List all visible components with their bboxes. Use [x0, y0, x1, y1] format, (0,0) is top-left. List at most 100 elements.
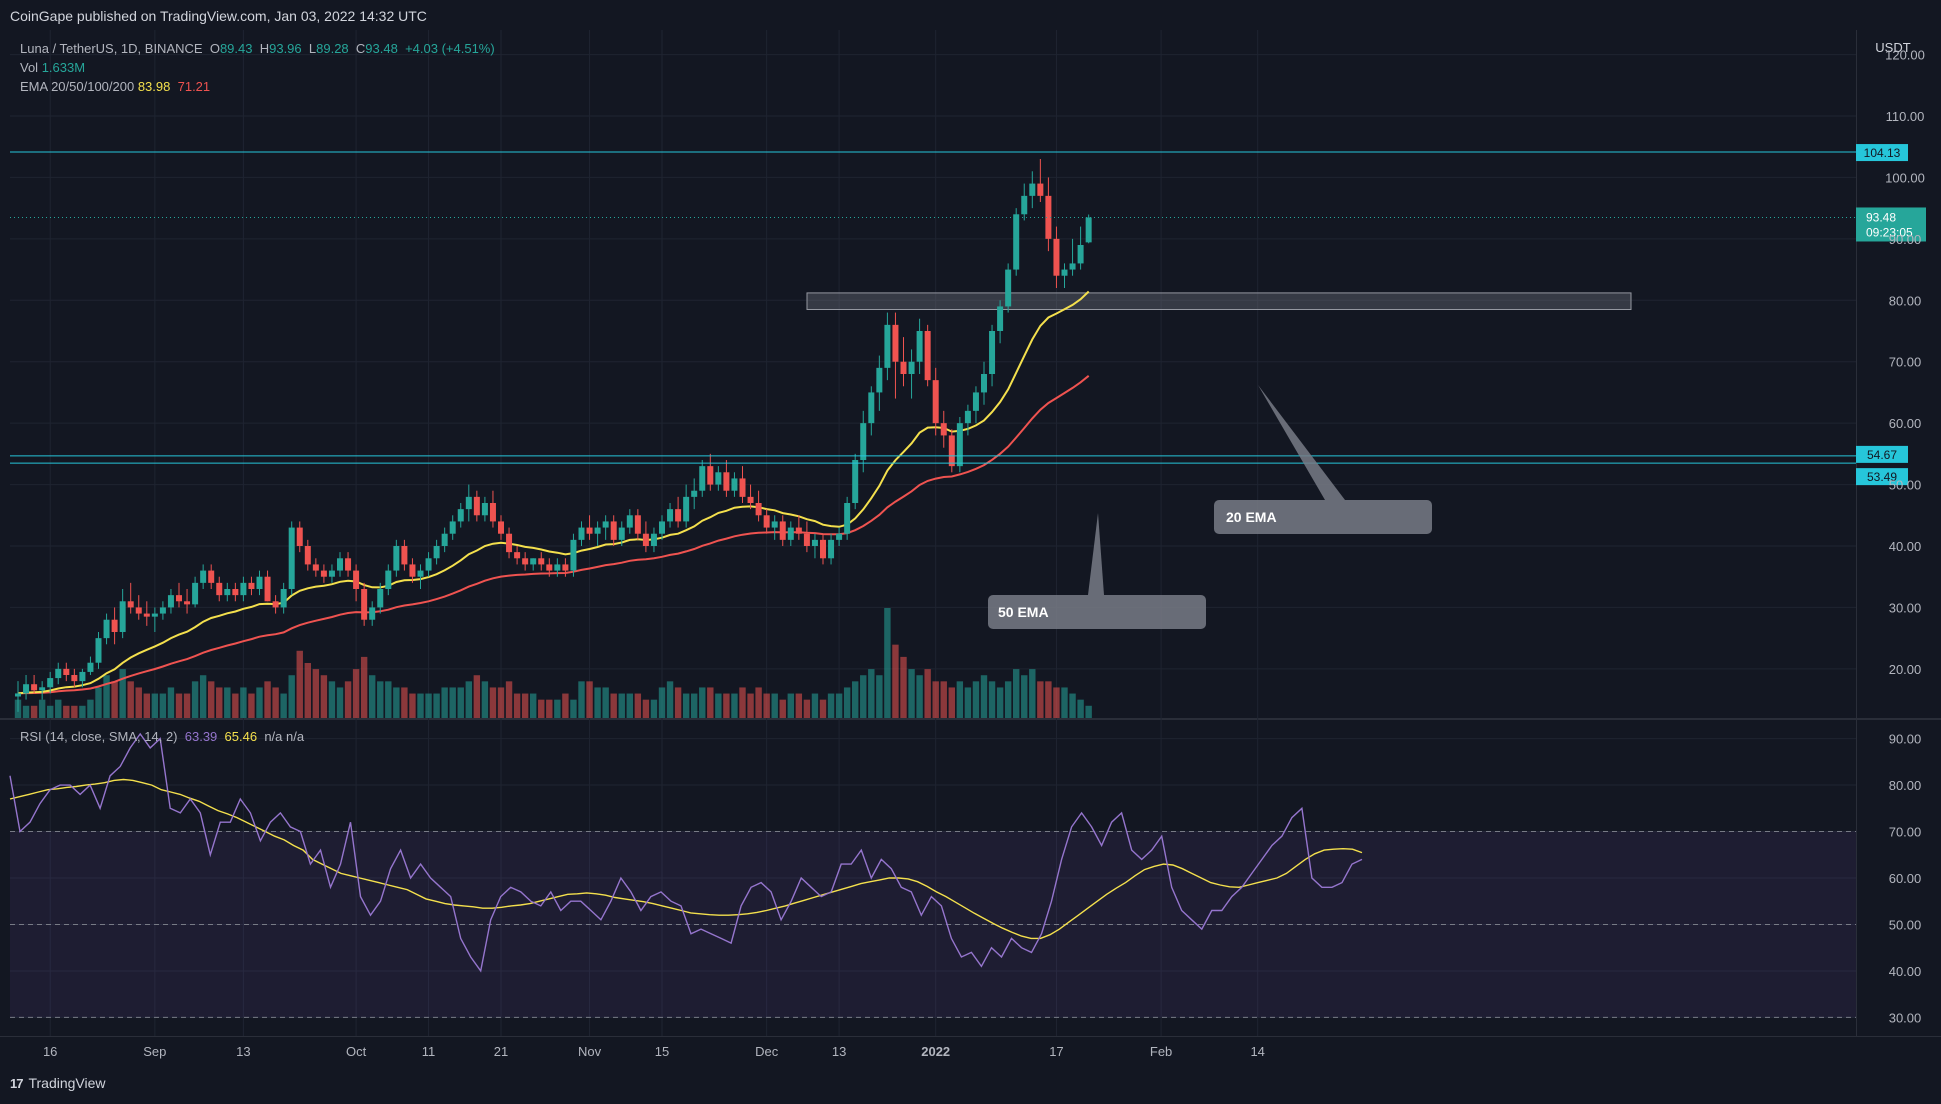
callout-50ema-label: 50 EMA: [998, 604, 1049, 620]
time-axis: 16 Sep 13 Oct 11 21 Nov 15 Dec 13 2022 17 Feb 14: [43, 1044, 1265, 1059]
candle-body: [167, 595, 174, 608]
candle: [296, 521, 303, 553]
candle-body: [481, 503, 488, 516]
volume-row[interactable]: Vol 1.633M: [20, 60, 86, 75]
candle-body: [433, 546, 440, 559]
rsi-line: [9, 732, 1363, 973]
main-legend: Luna / TetherUS, 1D, BINANCE O89.43 H93.…: [20, 39, 495, 96]
candle: [771, 515, 778, 540]
volume-bar: [135, 687, 142, 718]
symbol-name[interactable]: Luna / TetherUS, 1D, BINANCE: [20, 41, 203, 56]
candle: [852, 453, 859, 510]
volume-bar: [95, 687, 102, 718]
candle: [642, 521, 649, 553]
candle-body: [1045, 195, 1052, 239]
volume-bar: [755, 687, 762, 718]
candle: [1069, 238, 1076, 276]
candle-body: [103, 619, 110, 639]
volume-bar: [964, 687, 972, 718]
candle-body: [1013, 214, 1020, 270]
candle-body: [369, 607, 376, 620]
volume-bar: [505, 681, 513, 718]
candle: [940, 410, 947, 448]
candle: [948, 429, 955, 473]
candle: [884, 312, 891, 381]
candle: [95, 632, 102, 669]
volume-bar: [385, 681, 392, 718]
candle-body: [844, 503, 851, 534]
volume-bar: [546, 699, 553, 718]
candle-body: [489, 503, 496, 522]
candle: [15, 681, 21, 712]
volume-bar: [240, 687, 247, 718]
candle-body: [119, 601, 126, 632]
candle: [659, 515, 665, 540]
time-tick-label: Oct: [346, 1044, 367, 1059]
volume-bar: [47, 705, 54, 718]
candle-body: [916, 331, 923, 362]
candle: [755, 490, 762, 522]
volume-bar: [280, 693, 287, 718]
price-tick-label: 40.00: [1889, 539, 1922, 554]
candle: [23, 675, 30, 700]
price-tick-label: 70.00: [1889, 355, 1922, 370]
candle-body: [401, 546, 408, 565]
candle: [167, 589, 174, 614]
candle: [964, 404, 971, 436]
candle-body: [79, 671, 86, 682]
candle: [288, 521, 295, 596]
candle: [836, 527, 843, 546]
candle: [433, 539, 440, 565]
low-value: 89.28: [316, 41, 349, 56]
time-tick-label: 14: [1250, 1044, 1264, 1059]
rsi-legend[interactable]: RSI (14, close, SMA, 14, 2) 63.39 65.46 …: [20, 729, 305, 744]
ema20-value: 83.98: [137, 79, 171, 94]
volume-bar: [610, 693, 617, 718]
candle: [200, 564, 207, 589]
volume-bar: [352, 669, 360, 718]
candle-body: [981, 374, 987, 393]
volume-bar: [972, 681, 980, 718]
callout-50ema-box: [988, 595, 1206, 629]
volume-bar: [513, 693, 521, 718]
time-tick-label: 17: [1049, 1044, 1063, 1059]
candle: [610, 515, 617, 546]
candle: [747, 484, 754, 510]
candle: [1045, 177, 1052, 252]
volume-bar: [739, 687, 746, 718]
volume-bar: [771, 693, 778, 718]
volume-bar: [843, 687, 851, 718]
candle: [602, 515, 609, 540]
volume-bar: [779, 699, 786, 718]
candle: [457, 503, 464, 528]
close-value: 93.48: [365, 41, 398, 56]
volume-bar: [562, 693, 569, 718]
ema-row[interactable]: EMA 20/50/100/200 83.98 71.21: [20, 79, 211, 94]
volume-bar: [360, 656, 368, 718]
callout-20ema-label: 20 EMA: [1226, 509, 1277, 525]
candle-body: [143, 613, 150, 617]
change-value: +4.03 (+4.51%): [405, 41, 495, 56]
volume-bar: [715, 693, 722, 718]
footer[interactable]: 17 TradingView: [10, 1075, 106, 1091]
volume-bar: [594, 687, 601, 718]
candle-body: [570, 539, 577, 571]
time-tick-label: Nov: [578, 1044, 602, 1059]
candle-body: [586, 527, 593, 534]
candle: [184, 589, 191, 614]
candle-body: [739, 478, 746, 497]
candle-body: [176, 595, 182, 602]
candle: [127, 582, 134, 614]
candle: [739, 466, 746, 503]
candle-body: [31, 684, 38, 691]
volume-bar: [1085, 705, 1092, 718]
candle: [916, 318, 923, 374]
time-axis-separator: [0, 1036, 1941, 1037]
candle: [489, 490, 496, 528]
candle-body: [1005, 269, 1012, 307]
candle: [312, 558, 319, 577]
candle-body: [948, 435, 955, 467]
candle: [514, 546, 521, 565]
candle: [522, 552, 529, 571]
